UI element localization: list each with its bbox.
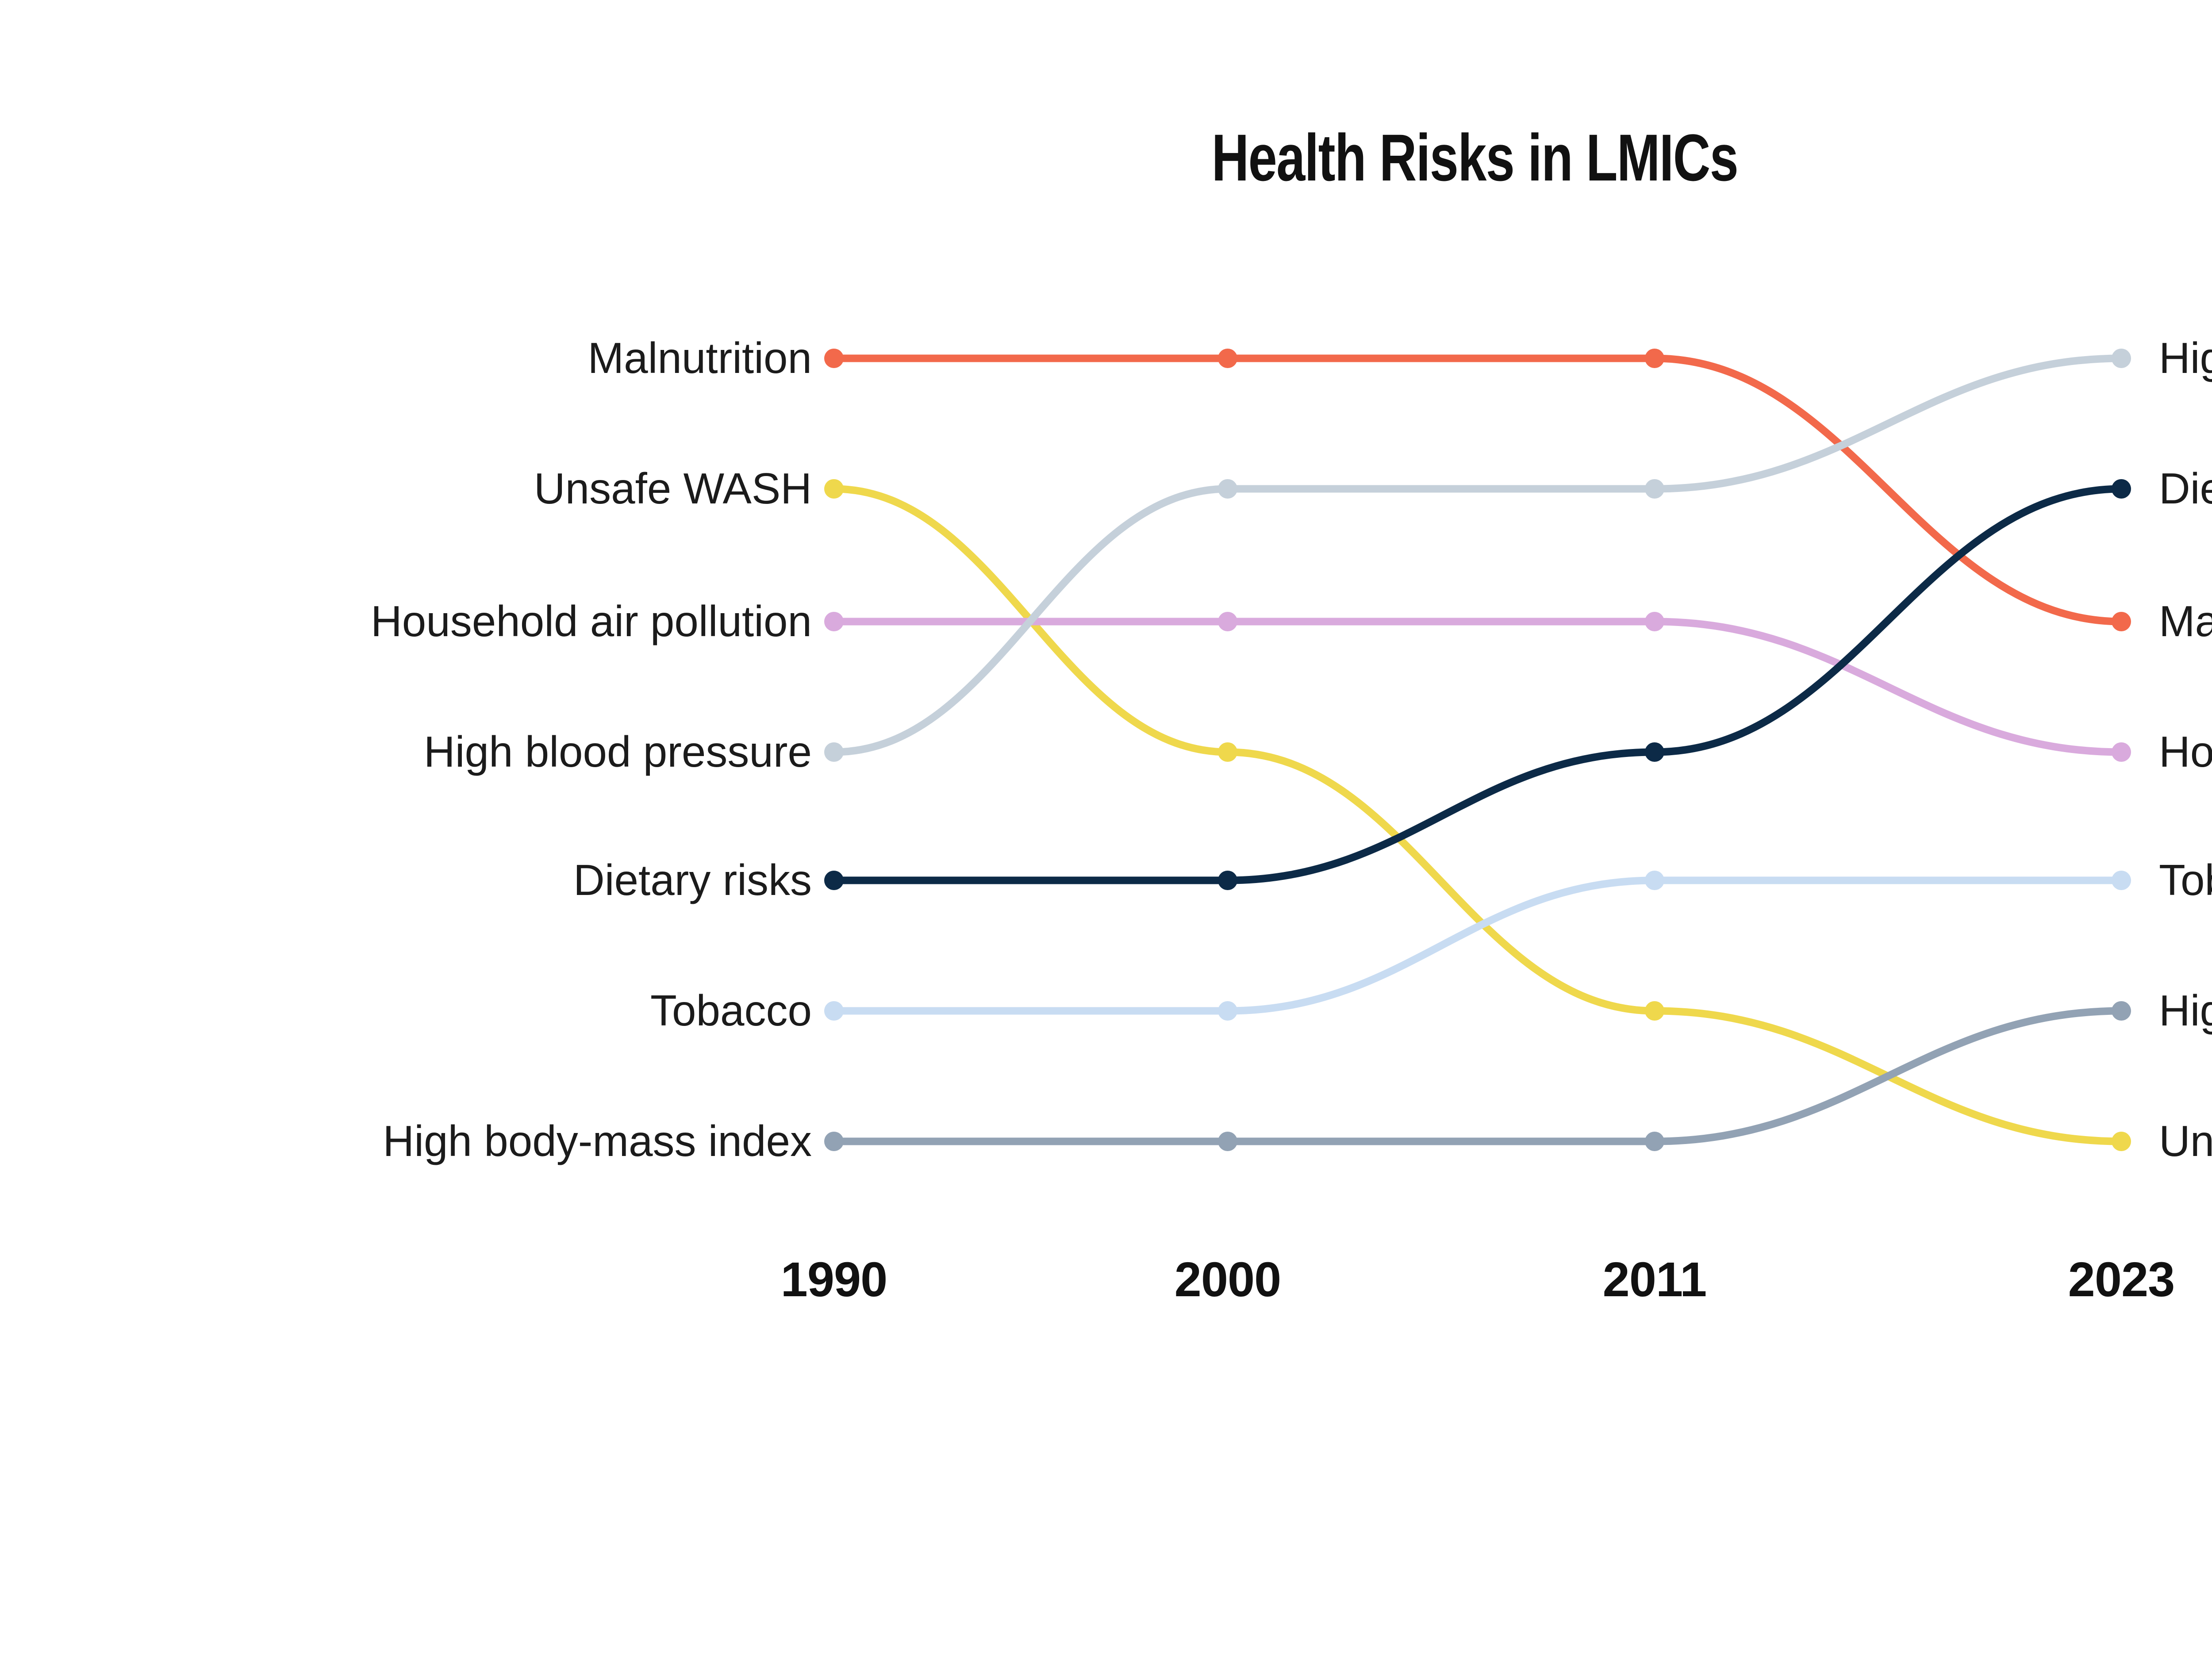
data-point[interactable] xyxy=(1645,1001,1664,1021)
data-point[interactable] xyxy=(1218,479,1237,499)
data-point[interactable] xyxy=(1645,612,1664,631)
x-axis-year-label: 1990 xyxy=(781,1252,887,1307)
data-point[interactable] xyxy=(824,1132,844,1151)
bump-lines-layer xyxy=(830,354,2125,1145)
data-point[interactable] xyxy=(2112,1132,2131,1151)
data-point[interactable] xyxy=(2112,612,2131,631)
brand-logo: Think Global Health xyxy=(590,1400,2212,1482)
bump-line xyxy=(830,354,2125,756)
data-point[interactable] xyxy=(1645,1132,1664,1151)
left-series-label: Malnutrition xyxy=(588,334,812,382)
page-title: Health Risks in LMICs xyxy=(1211,120,1739,195)
x-axis-year-label: 2011 xyxy=(1603,1252,1707,1307)
bump-line xyxy=(830,618,2125,756)
data-point[interactable] xyxy=(1218,349,1237,368)
data-point[interactable] xyxy=(824,612,844,631)
data-point[interactable] xyxy=(1645,349,1664,368)
x-axis-year-label: 2000 xyxy=(1175,1252,1281,1307)
left-series-label: Unsafe WASH xyxy=(534,464,812,513)
data-point[interactable] xyxy=(2112,742,2131,762)
data-point[interactable] xyxy=(1218,1132,1237,1151)
data-point[interactable] xyxy=(1218,742,1237,762)
data-point[interactable] xyxy=(1218,871,1237,890)
left-series-label: Dietary risks xyxy=(573,856,812,904)
right-series-label: Dietary risks xyxy=(2159,464,2212,513)
bump-line xyxy=(830,1007,2125,1145)
data-point[interactable] xyxy=(824,742,844,762)
left-series-label: High body-mass index xyxy=(383,1117,812,1165)
data-point[interactable] xyxy=(2112,349,2131,368)
bump-line xyxy=(830,485,2125,884)
data-point[interactable] xyxy=(1645,742,1664,762)
data-point[interactable] xyxy=(2112,871,2131,890)
data-point[interactable] xyxy=(1645,871,1664,890)
bump-nodes-layer xyxy=(824,349,2131,1151)
x-axis-year-label: 2023 xyxy=(2068,1252,2175,1307)
data-point[interactable] xyxy=(1218,612,1237,631)
left-series-label: Tobacco xyxy=(650,986,812,1035)
series-labels-layer: Malnutrition Malnutrition Unsafe WASH Unsaf… xyxy=(371,334,2212,1165)
right-series-label: Unsafe WASH xyxy=(2159,1117,2212,1165)
bump-line xyxy=(830,876,2125,1015)
data-point[interactable] xyxy=(824,349,844,368)
right-series-label: High blood pressure xyxy=(2159,334,2212,382)
data-point[interactable] xyxy=(824,1001,844,1021)
right-series-label: Malnutrition xyxy=(2159,597,2212,645)
x-axis-labels-layer: 1990 2000 2011 2023 xyxy=(781,1252,2175,1307)
data-point[interactable] xyxy=(2112,1001,2131,1021)
left-series-label: High blood pressure xyxy=(424,727,812,776)
right-series-label: Household air pollution xyxy=(2159,727,2212,776)
right-series-label: Tobacco xyxy=(2159,856,2212,904)
data-point[interactable] xyxy=(824,479,844,499)
left-series-label: Household air pollution xyxy=(371,597,812,645)
data-point[interactable] xyxy=(1645,479,1664,499)
data-point[interactable] xyxy=(1218,1001,1237,1021)
right-series-label: High body-mass index xyxy=(2159,986,2212,1035)
bump-line xyxy=(830,354,2125,626)
data-point[interactable] xyxy=(2112,479,2131,499)
data-point[interactable] xyxy=(824,871,844,890)
